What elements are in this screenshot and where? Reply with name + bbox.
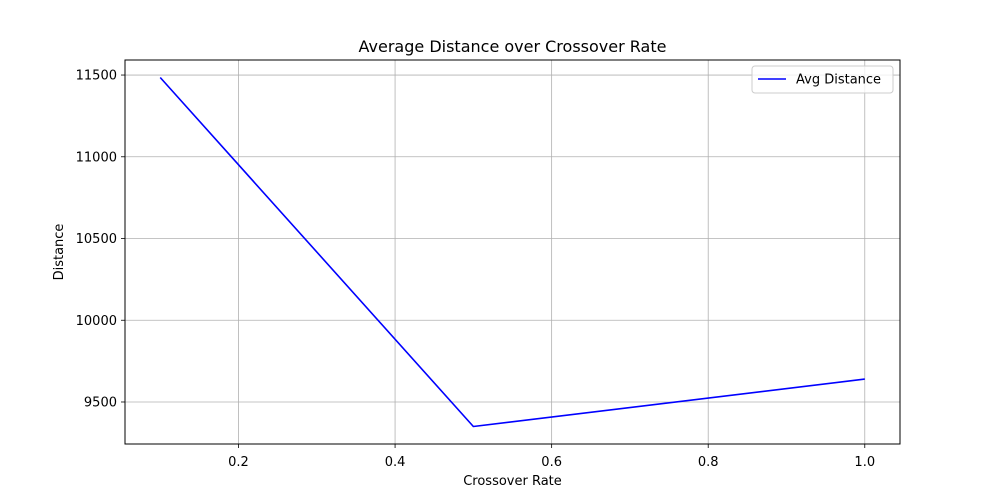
legend-label-avg-distance: Avg Distance: [796, 73, 881, 88]
x-tick-label: 1.0: [854, 455, 875, 470]
x-axis-ticks: 0.2 0.4 0.6 0.8 1.0: [228, 444, 875, 470]
y-tick-label: 10500: [76, 232, 117, 247]
legend: Avg Distance: [752, 66, 893, 93]
y-tick-label: 9500: [84, 395, 117, 410]
x-axis-label: Crossover Rate: [463, 474, 562, 489]
y-tick-label: 11500: [76, 69, 117, 84]
y-tick-label: 10000: [76, 314, 117, 329]
plot-area-frame: [125, 60, 900, 444]
x-tick-label: 0.2: [228, 455, 249, 470]
grid-lines: [125, 60, 900, 444]
x-tick-label: 0.4: [385, 455, 406, 470]
x-tick-label: 0.8: [698, 455, 719, 470]
series-layer: [160, 77, 865, 426]
y-tick-label: 11000: [76, 150, 117, 165]
series-line-avg-distance: [160, 77, 865, 426]
y-axis-label: Distance: [52, 224, 67, 281]
chart-title: Average Distance over Crossover Rate: [359, 37, 667, 56]
y-axis-ticks: 9500 10000 10500 11000 11500: [76, 69, 125, 411]
x-tick-label: 0.6: [541, 455, 562, 470]
